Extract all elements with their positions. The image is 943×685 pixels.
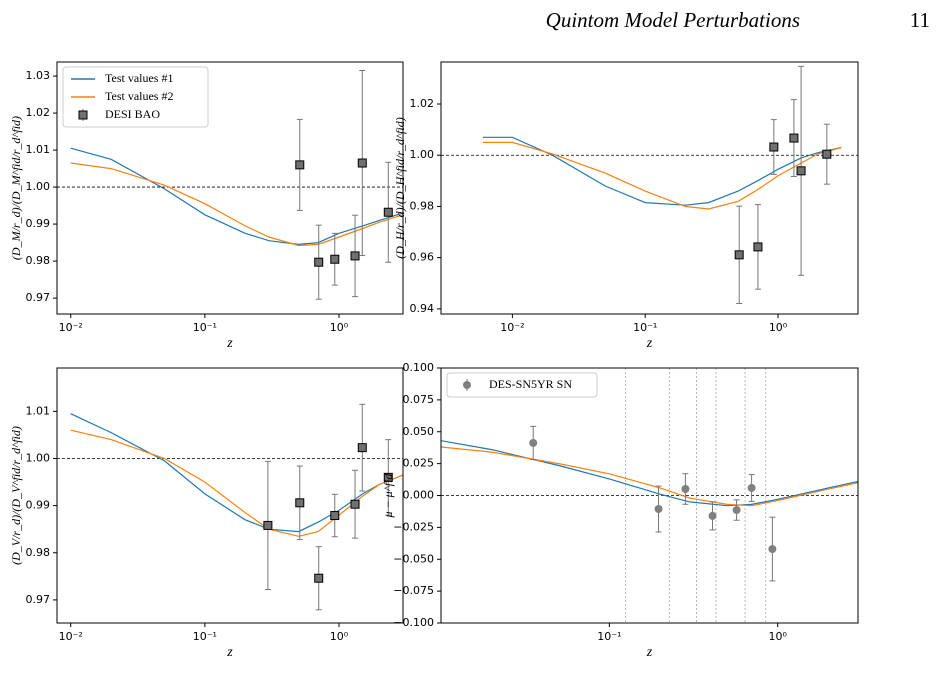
data-point [681, 484, 690, 493]
x-tick-label: 10⁰ [769, 321, 788, 334]
curve [482, 136, 842, 206]
curve [441, 446, 858, 507]
x-tick-label: 10⁰ [768, 630, 787, 643]
curve [70, 429, 403, 537]
y-tick-label: 1.00 [410, 148, 435, 161]
y-tick-label: 0.98 [26, 254, 51, 267]
page-number: 11 [910, 8, 930, 32]
data-point [383, 207, 393, 217]
y-tick-label: 1.02 [410, 97, 435, 110]
x-axis-label: z [646, 336, 653, 351]
y-tick-label: 0.050 [403, 425, 435, 438]
data-point [330, 511, 340, 521]
data-point [734, 250, 744, 260]
x-tick-label: 10⁰ [330, 321, 349, 334]
x-axis-label: z [226, 645, 233, 660]
data-point [350, 251, 360, 261]
curve [482, 141, 842, 210]
running-title: Quintom Model Perturbations [546, 8, 800, 32]
y-axis-label: (D_M/r_d)/(D_M^fid/r_d^fid) [9, 116, 23, 260]
data-point [295, 498, 305, 508]
data-point [529, 438, 538, 447]
y-tick-label: 1.03 [26, 69, 51, 82]
curve [70, 147, 403, 246]
y-tick-label: 0.97 [26, 593, 51, 606]
plot-frame [56, 61, 404, 315]
data-point [350, 499, 360, 509]
x-axis-label: z [226, 336, 233, 351]
x-tick-label: 10⁻¹ [633, 321, 657, 334]
x-tick-label: 10⁻² [500, 321, 524, 334]
y-tick-label: 0.100 [403, 361, 435, 374]
data-point [314, 257, 324, 267]
legend-swatch [463, 381, 471, 389]
y-tick-label: 0.99 [26, 499, 51, 512]
y-tick-label: 0.99 [26, 217, 51, 230]
y-axis-label: (D_H/r_d)/(D_H^fid/r_d^fid) [393, 117, 407, 258]
data-point [357, 158, 367, 168]
y-tick-label: −0.050 [393, 552, 434, 565]
data-point [822, 149, 832, 159]
data-point [796, 166, 806, 176]
data-point [330, 254, 340, 264]
data-point [654, 505, 663, 514]
data-point [789, 133, 799, 143]
data-point [768, 545, 777, 554]
y-tick-label: 0.96 [410, 251, 435, 264]
data-point [708, 511, 717, 520]
x-axis-label: z [646, 645, 653, 660]
data-point [314, 573, 324, 583]
y-tick-label: 0.075 [403, 393, 435, 406]
y-tick-label: 1.00 [26, 180, 51, 193]
y-tick-label: 0.025 [403, 457, 435, 470]
data-point [747, 483, 756, 492]
curve [70, 413, 403, 533]
data-point [753, 242, 763, 252]
legend-label: Test values #1 [105, 71, 173, 85]
curve [70, 162, 403, 247]
y-axis-label: μ − μ^fid [381, 473, 395, 519]
data-point [732, 506, 741, 515]
legend-box [62, 66, 209, 128]
x-tick-label: 10⁻¹ [193, 630, 217, 643]
y-tick-label: 1.01 [26, 143, 51, 156]
data-point [357, 443, 367, 453]
legend-swatch [78, 110, 88, 120]
legend-label: Test values #2 [105, 89, 173, 103]
curve [441, 440, 858, 507]
plot-frame [440, 61, 859, 315]
y-tick-label: 0.94 [410, 302, 435, 315]
y-tick-label: 1.02 [26, 106, 51, 119]
data-point [769, 142, 779, 152]
y-tick-label: −0.100 [393, 616, 434, 629]
y-tick-label: 0.97 [26, 291, 51, 304]
x-tick-label: 10⁻² [59, 321, 83, 334]
x-tick-label: 10⁻¹ [597, 630, 621, 643]
y-tick-label: −0.025 [393, 520, 434, 533]
y-tick-label: 0.98 [26, 546, 51, 559]
y-tick-label: 0.000 [403, 489, 435, 502]
data-point [263, 520, 273, 530]
data-point [383, 472, 393, 482]
plot-frame [56, 367, 404, 624]
y-tick-label: 0.98 [410, 199, 435, 212]
legend-label: DESI BAO [105, 107, 160, 121]
data-point [295, 160, 305, 170]
legend-box [446, 372, 598, 398]
x-tick-label: 10⁻² [59, 630, 83, 643]
y-tick-label: 1.01 [26, 404, 51, 417]
legend-label: DES-SN5YR SN [489, 377, 572, 391]
y-tick-label: 1.00 [26, 451, 51, 464]
x-tick-label: 10⁰ [330, 630, 349, 643]
plot-frame [440, 367, 859, 624]
y-axis-label: (D_V/r_d)/(D_V^fid/r_d^fid) [9, 426, 23, 565]
x-tick-label: 10⁻¹ [193, 321, 217, 334]
y-tick-label: −0.075 [393, 584, 434, 597]
